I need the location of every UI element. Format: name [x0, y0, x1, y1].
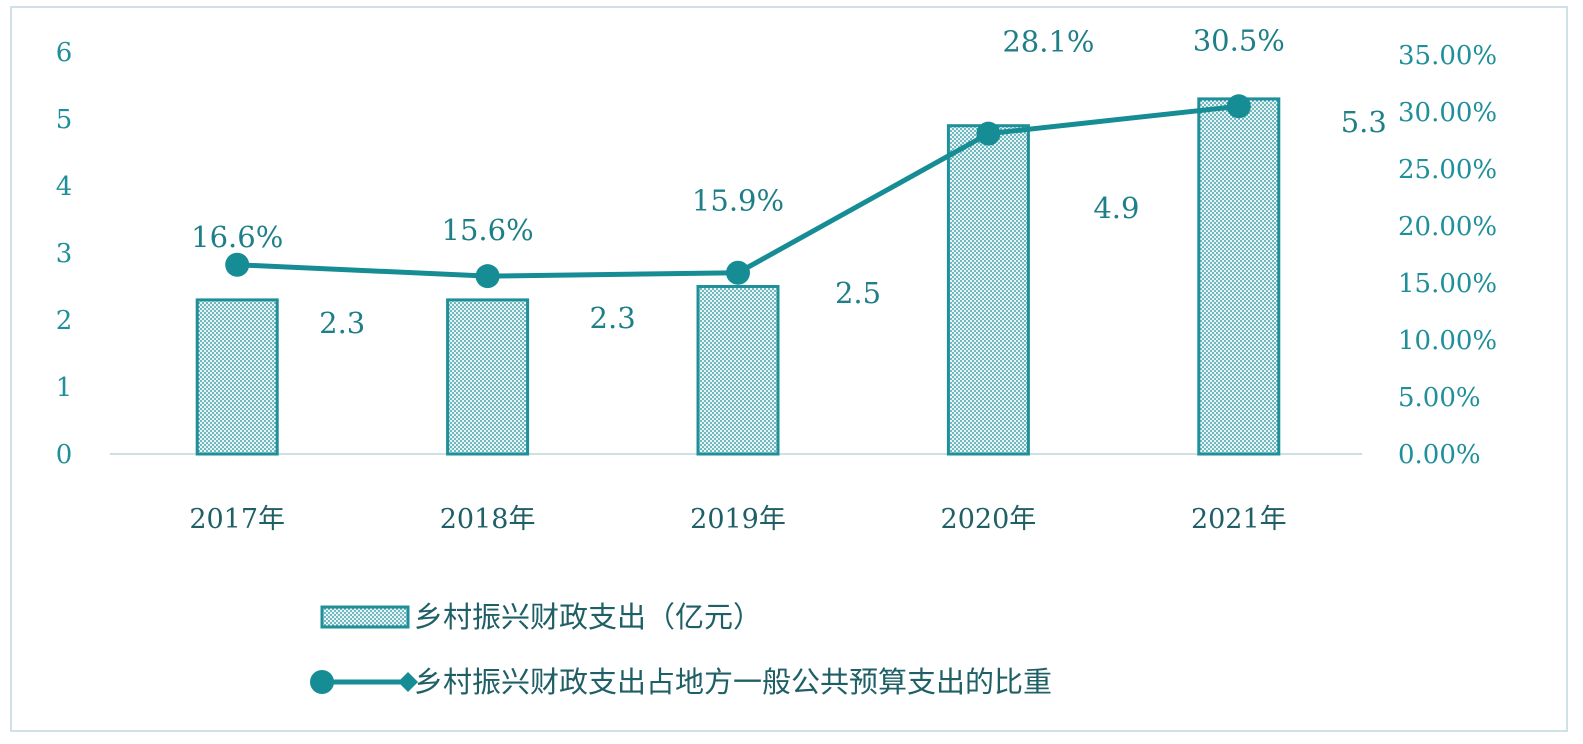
bar — [1197, 97, 1281, 456]
y-right-tick-label: 5.00% — [1398, 383, 1481, 413]
y-right-tick-label: 15.00% — [1398, 269, 1497, 299]
bar — [696, 285, 780, 456]
y-right-tick-label: 10.00% — [1398, 326, 1497, 356]
bar-data-label: 2.3 — [319, 306, 365, 340]
legend: 乡村振兴财政支出（亿元） 乡村振兴财政支出占地方一般公共预算支出的比重 — [310, 600, 1052, 699]
y-left-tick-label: 0 — [56, 440, 73, 470]
line-data-label: 15.9% — [692, 184, 784, 218]
line-point — [1226, 94, 1251, 119]
bar — [195, 298, 279, 456]
y-left-tick-label: 4 — [56, 172, 73, 202]
y-right-tick-label: 35.00% — [1398, 41, 1497, 71]
legend-bar-swatch — [320, 605, 410, 629]
bar-data-label: 5.3 — [1341, 105, 1387, 139]
x-tick-label: 2017年 — [189, 504, 285, 535]
x-tick-label: 2021年 — [1191, 504, 1287, 535]
line-data-label: 16.6% — [191, 220, 283, 254]
legend-line-marker — [310, 670, 334, 694]
bar-data-label: 2.3 — [590, 301, 636, 335]
y-left-tick-label: 6 — [56, 38, 73, 68]
legend-line-label: 乡村振兴财政支出占地方一般公共预算支出的比重 — [414, 665, 1052, 699]
y-right-tick-label: 25.00% — [1398, 155, 1497, 185]
legend-bar-label: 乡村振兴财政支出（亿元） — [414, 600, 762, 634]
bar — [446, 298, 530, 456]
y-left-tick-label: 5 — [56, 105, 73, 135]
x-tick-label: 2020年 — [941, 504, 1037, 535]
bar-data-label: 2.5 — [835, 276, 881, 310]
line-point — [976, 121, 1001, 146]
y-left-tick-label: 3 — [56, 239, 73, 269]
x-tick-label: 2018年 — [440, 504, 536, 535]
y-right-tick-label: 20.00% — [1398, 212, 1497, 242]
bar-data-label: 4.9 — [1093, 191, 1139, 225]
legend-diamond-icon — [398, 672, 418, 692]
line-point — [726, 260, 750, 285]
line-data-label: 28.1% — [1002, 25, 1094, 59]
line-data-label: 15.6% — [442, 213, 534, 247]
plot-area: 0 1 2 3 4 5 6 0.00% 5.00% 10.00% 15.00% 20.00% 25.00… — [56, 23, 1497, 535]
line-point — [225, 252, 250, 277]
line-data-label: 30.5% — [1193, 23, 1285, 57]
y-left-tick-label: 1 — [56, 373, 73, 403]
x-tick-label: 2019年 — [690, 504, 786, 535]
bar — [946, 124, 1030, 456]
y-left-tick-label: 2 — [56, 306, 73, 336]
line-point — [475, 264, 500, 289]
y-right-tick-label: 0.00% — [1398, 440, 1481, 470]
y-right-tick-label: 30.00% — [1398, 98, 1497, 128]
